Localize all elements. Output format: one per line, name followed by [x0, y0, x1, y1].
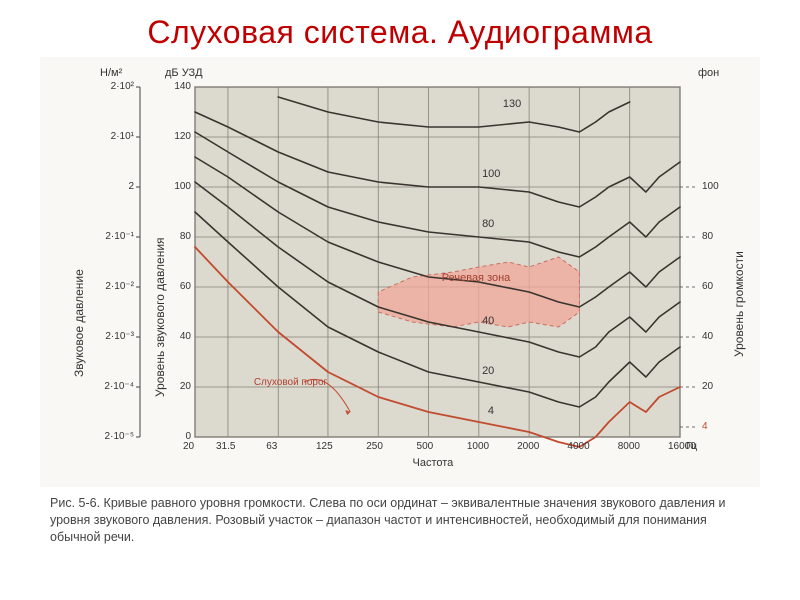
phon-curve-label: 20 — [482, 365, 494, 377]
unit-spl: дБ УЗД — [165, 67, 203, 79]
ytick-phon: 40 — [702, 331, 713, 342]
ytick-db: 60 — [180, 281, 191, 292]
curves-layer — [40, 57, 760, 487]
phon-curve-label: 80 — [482, 218, 494, 230]
xtick: 1000 — [467, 441, 489, 452]
phon-curve-label: 4 — [488, 405, 494, 417]
figure-caption: Рис. 5-6. Кривые равного уровня громкост… — [50, 495, 750, 546]
caption-text: Кривые равного уровня громкости. Слева п… — [50, 496, 725, 544]
phon-curve-label: 40 — [482, 315, 494, 327]
phon-curve-label: 100 — [482, 168, 500, 180]
ytick-pressure: 2·10⁻⁵ — [105, 431, 134, 442]
ytick-db: 100 — [174, 181, 191, 192]
ytick-pressure: 2·10⁻³ — [105, 331, 134, 342]
ytick-pressure: 2·10⁻² — [105, 281, 134, 292]
ytick-phon: 20 — [702, 381, 713, 392]
ytick-pressure: 2 — [128, 181, 134, 192]
ytick-pressure: 2·10⁻¹ — [105, 231, 134, 242]
phon-curve-label: 130 — [503, 98, 521, 110]
xtick: 8000 — [618, 441, 640, 452]
ytick-db: 140 — [174, 81, 191, 92]
unit-phon: фон — [698, 67, 719, 79]
xtick: 4000 — [567, 441, 589, 452]
xtick: 31.5 — [216, 441, 235, 452]
ytick-phon: 4 — [702, 421, 708, 432]
xtick: 2000 — [517, 441, 539, 452]
ytick-db: 120 — [174, 131, 191, 142]
ytick-db: 0 — [185, 431, 191, 442]
ylabel-loudness: Уровень громкости — [732, 251, 746, 357]
ytick-db: 20 — [180, 381, 191, 392]
audiogram-figure: Н/м² дБ УЗД фон Звуковое давление Уровен… — [40, 57, 760, 487]
speech-zone-label: Речевая зона — [442, 272, 511, 284]
caption-ref: Рис. 5-6. — [50, 496, 100, 510]
ytick-phon: 100 — [702, 181, 719, 192]
ytick-db: 80 — [180, 231, 191, 242]
ytick-phon: 60 — [702, 281, 713, 292]
xlabel: Частота — [413, 457, 454, 469]
threshold-label: Слуховой порог — [254, 377, 327, 388]
ytick-pressure: 2·10¹ — [111, 131, 134, 142]
xtick: 63 — [266, 441, 277, 452]
ylabel-spl: Уровень звукового давления — [153, 237, 167, 397]
unit-pressure: Н/м² — [100, 67, 122, 79]
page-title: Слуховая система. Аудиограмма — [0, 0, 800, 57]
ylabel-pressure: Звуковое давление — [72, 269, 86, 377]
ytick-phon: 80 — [702, 231, 713, 242]
xtick: 250 — [366, 441, 383, 452]
ytick-pressure: 2·10² — [111, 81, 134, 92]
xtick: 20 — [183, 441, 194, 452]
ytick-db: 40 — [180, 331, 191, 342]
ytick-pressure: 2·10⁻⁴ — [104, 381, 134, 392]
x-unit: Гц — [686, 441, 697, 452]
xtick: 125 — [316, 441, 333, 452]
xtick: 500 — [417, 441, 434, 452]
